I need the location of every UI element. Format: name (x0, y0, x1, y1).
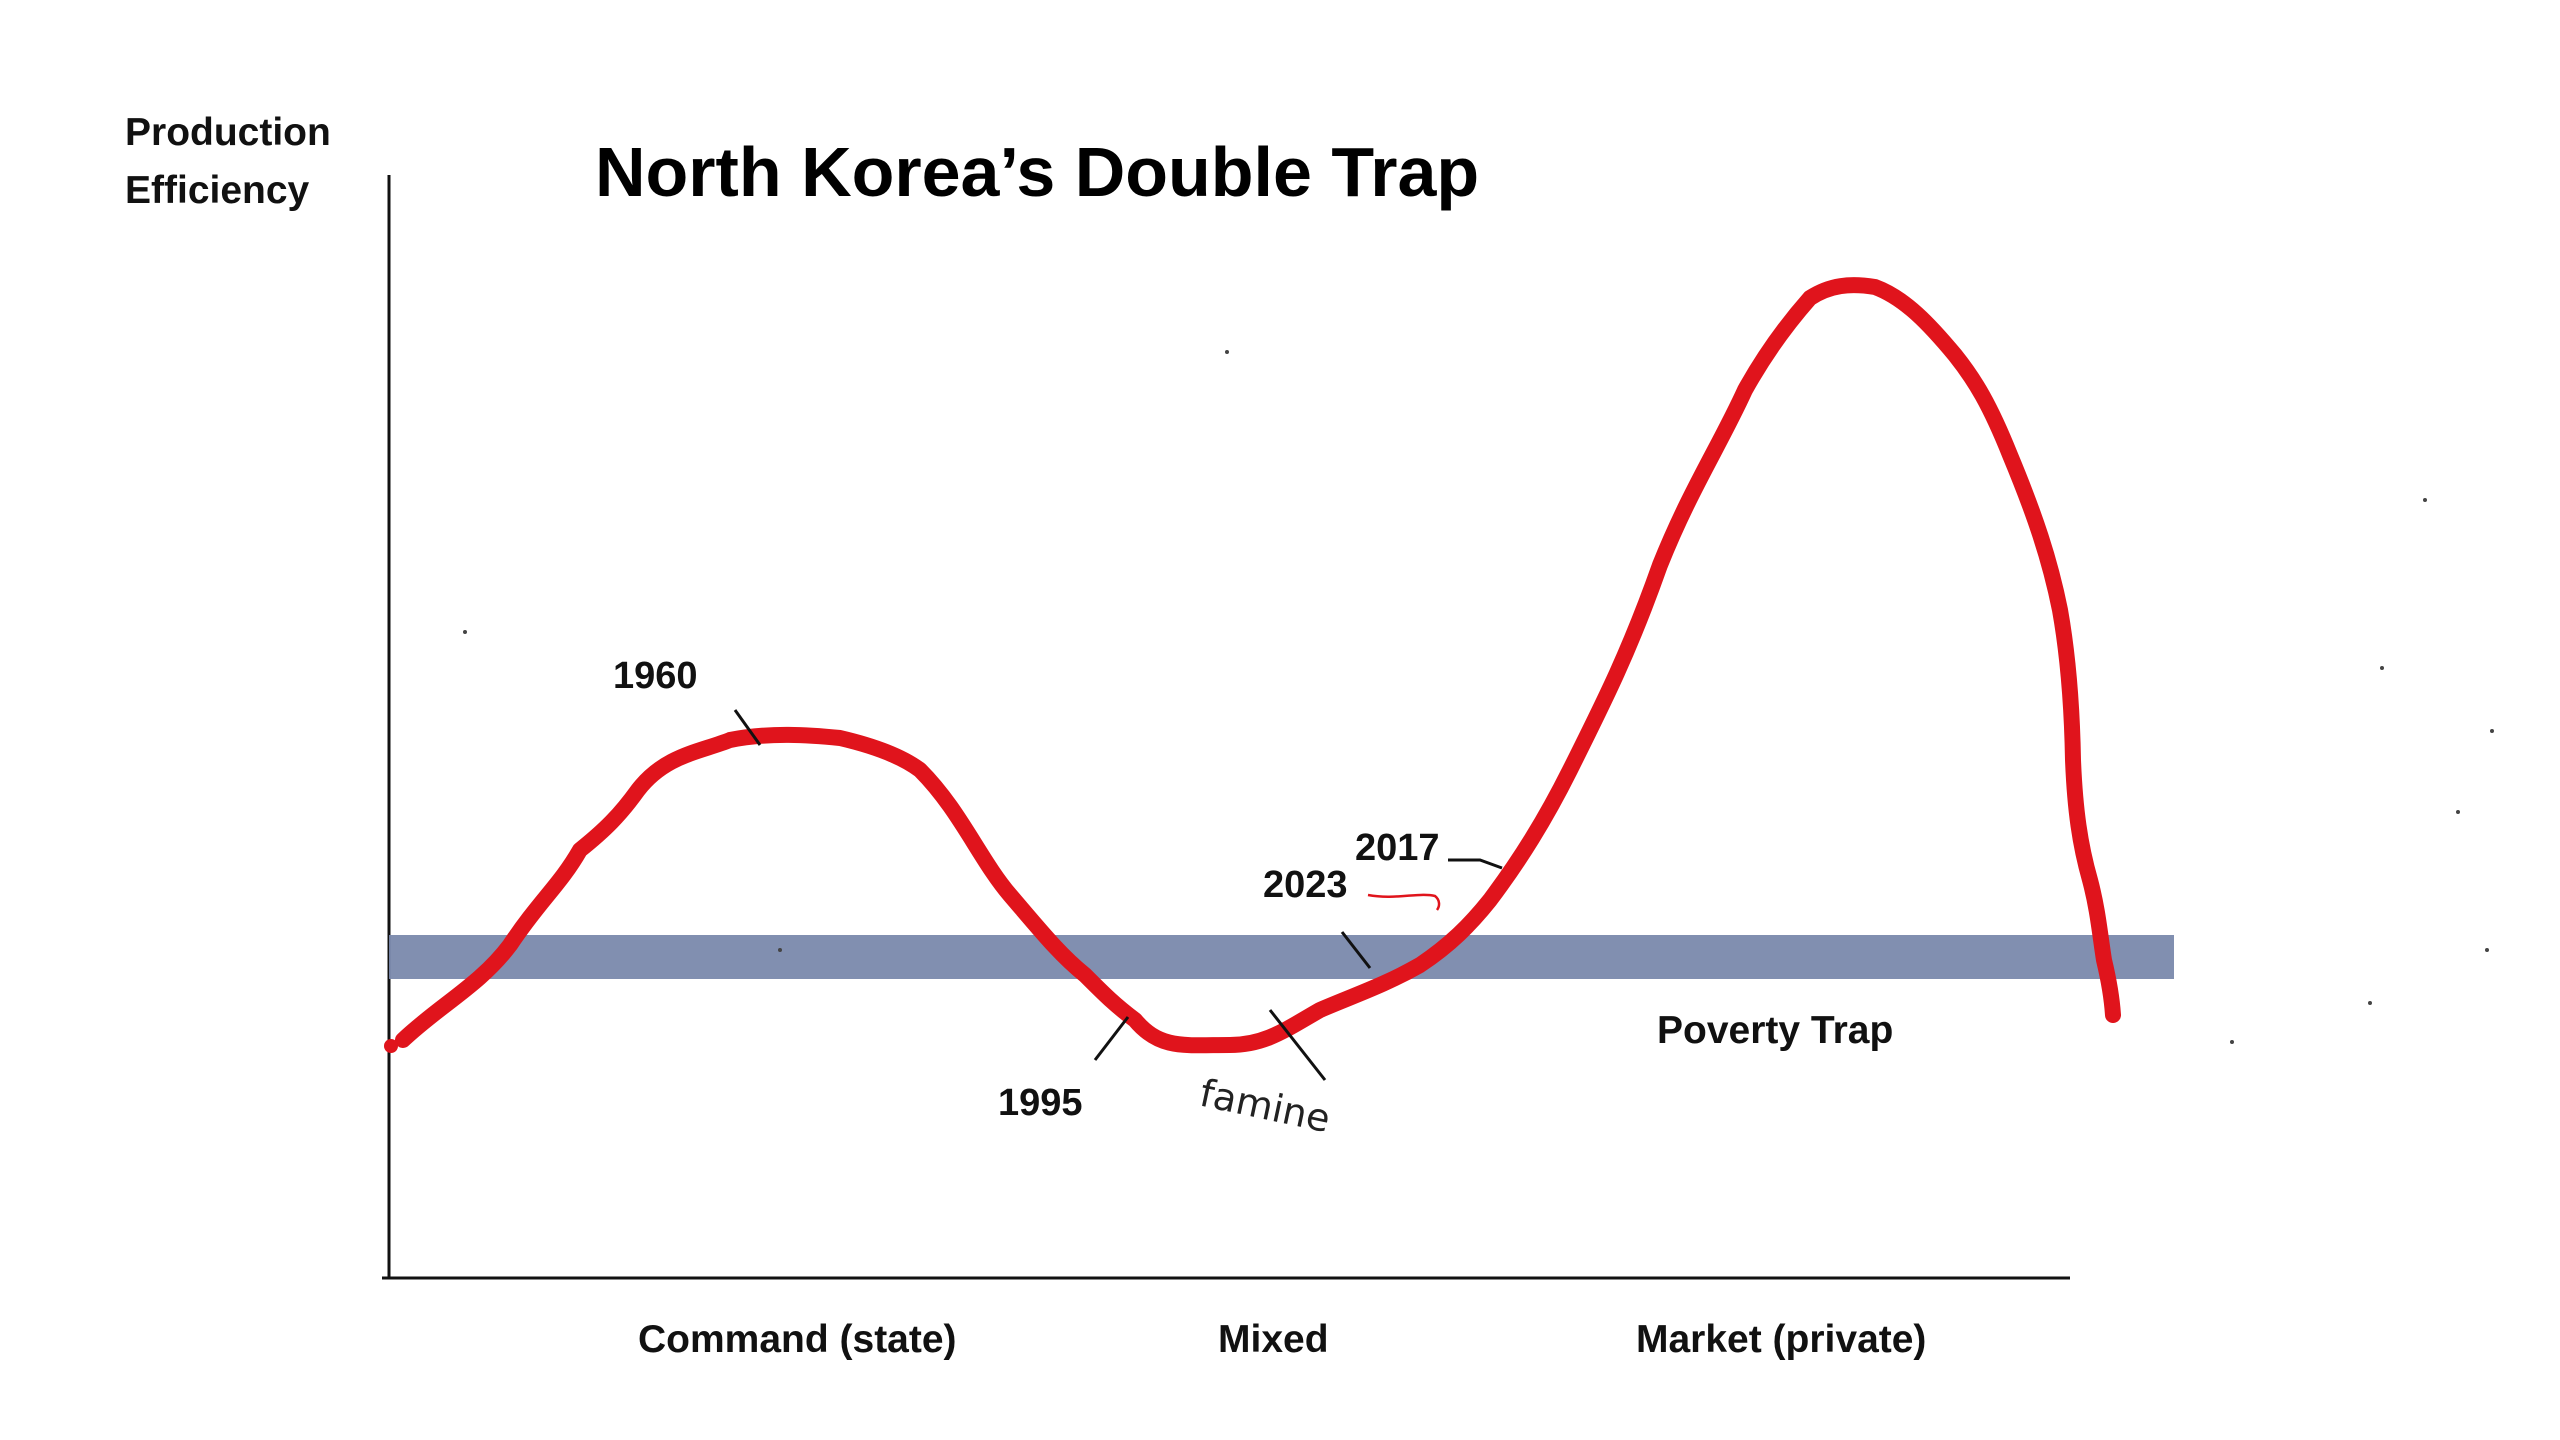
decorative-specks (463, 350, 2494, 1044)
poverty-trap-label: Poverty Trap (1657, 1009, 1893, 1052)
annotation-2023: 2023 (1263, 864, 1348, 906)
annotation-famine-pointer (1268, 1009, 1327, 1081)
curve-start-dot (384, 1039, 398, 1053)
annotation-1960-pointer (733, 709, 762, 746)
annotation-1960: 1960 (613, 655, 698, 697)
y-axis-label-line1: Production (125, 111, 331, 154)
x-label-command: Command (state) (638, 1318, 957, 1361)
y-axis-label-line2: Efficiency (125, 169, 310, 212)
x-label-mixed: Mixed (1218, 1318, 1329, 1361)
annotation-2023-pointer (1340, 931, 1372, 969)
diagram-title: North Korea’s Double Trap (595, 133, 1479, 211)
annotation-famine: famine (1196, 1071, 1334, 1141)
annotation-2017-pointer (1448, 858, 1503, 870)
annotation-1995-pointer (1093, 1016, 1130, 1061)
annotation-1995: 1995 (998, 1082, 1083, 1124)
annotation-2023-red-tick (1367, 893, 1441, 911)
efficiency-curve (395, 277, 2121, 1054)
annotation-2017: 2017 (1355, 827, 1440, 869)
x-label-market: Market (private) (1636, 1318, 1926, 1361)
poverty-trap-band (389, 935, 2174, 979)
